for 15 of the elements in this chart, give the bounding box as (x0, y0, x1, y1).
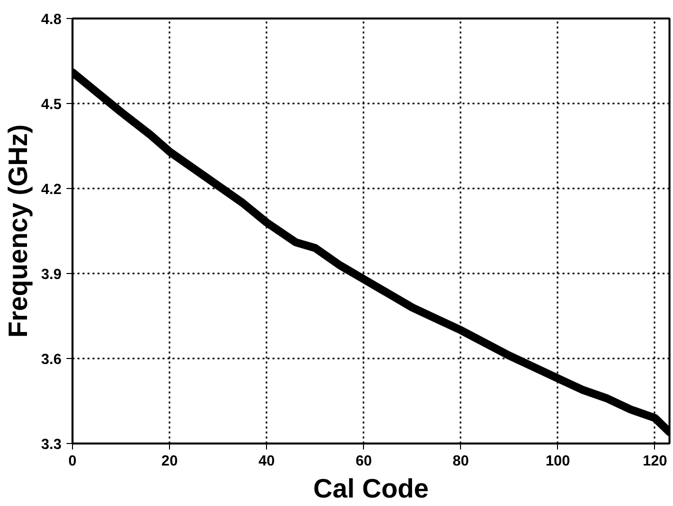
y-tick-label: 3.3 (41, 437, 62, 453)
x-tick-label: 100 (546, 454, 570, 470)
y-tick-label: 3.9 (41, 267, 62, 283)
x-tick-label: 0 (68, 454, 77, 470)
x-tick-label: 20 (161, 454, 178, 470)
y-tick-label: 4.5 (41, 97, 62, 113)
y-axis-title: Frequency (GHz) (3, 124, 34, 338)
y-tick-label: 3.6 (41, 352, 62, 368)
y-tick-label: 4.8 (41, 12, 62, 28)
x-tick-label: 120 (642, 454, 668, 470)
y-tick-label: 4.2 (41, 182, 62, 198)
x-axis-title: Cal Code (313, 474, 429, 504)
x-tick-label: 60 (356, 454, 372, 470)
x-tick-label: 80 (452, 454, 469, 470)
x-tick-label: 40 (258, 454, 275, 470)
